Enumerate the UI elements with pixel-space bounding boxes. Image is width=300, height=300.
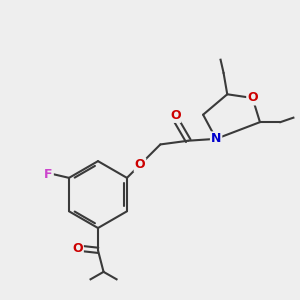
Text: O: O <box>72 242 83 255</box>
Text: O: O <box>170 109 181 122</box>
Text: O: O <box>135 158 145 171</box>
Text: N: N <box>211 132 221 146</box>
Text: O: O <box>247 92 258 104</box>
Text: F: F <box>44 168 53 181</box>
